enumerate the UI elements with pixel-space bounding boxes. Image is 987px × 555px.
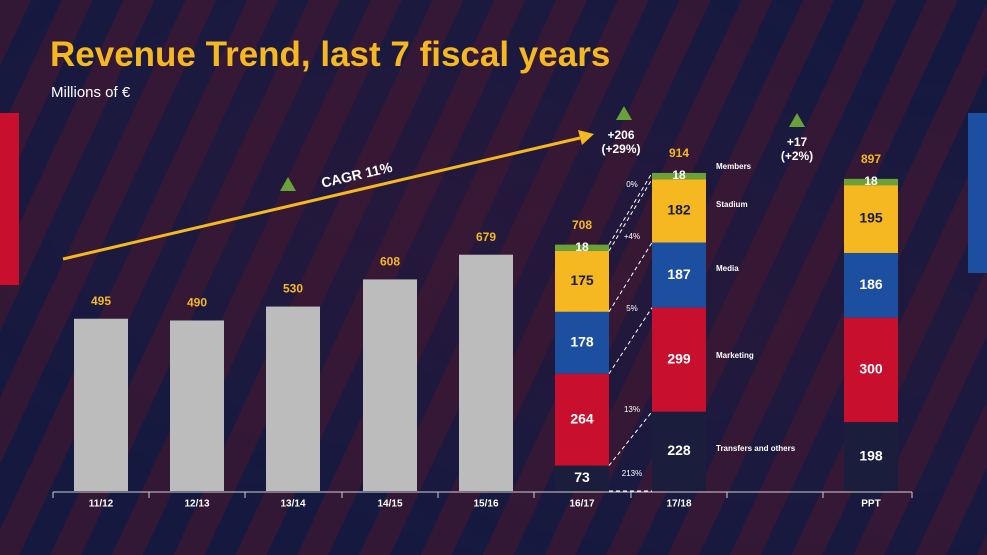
x-tick-label-13-14: 13/14: [280, 499, 305, 510]
segment-16-17-marketing: [555, 373, 609, 466]
segment-17-18-stadium: [652, 179, 706, 243]
legend-marketing: Marketing: [716, 351, 754, 360]
value-label-14-15: 608: [380, 255, 400, 269]
x-tick-label-16-17: 16/17: [569, 499, 594, 510]
cagr-arrow-head: [578, 130, 594, 145]
segment-label-16-17-stadium: 175: [570, 272, 594, 288]
delta-ppt-value: +17: [787, 135, 808, 149]
segment-label-ppt-media: 186: [859, 276, 883, 292]
segment-label-17-18-transfers-and-others: 228: [667, 442, 691, 458]
connector-line: [608, 411, 653, 466]
value-label-13-14: 530: [283, 282, 303, 296]
segment-label-16-17-media: 178: [570, 333, 594, 349]
segment-16-17-transfers-and-others: [555, 465, 609, 491]
value-label-12-13: 490: [187, 296, 207, 310]
segment-label-17-18-stadium: 182: [667, 202, 691, 218]
value-label-11-12: 495: [91, 294, 111, 308]
segment-ppt-transfers-and-others: [844, 422, 898, 491]
legend-stadium: Stadium: [716, 200, 748, 209]
legend-transfers-and-others: Transfers and others: [716, 444, 796, 453]
value-label-15-16: 679: [476, 230, 496, 244]
segment-label-16-17-marketing: 264: [570, 410, 594, 426]
x-tick-label-ppt: PPT: [861, 499, 880, 510]
growth-triangle-icon: [280, 177, 296, 191]
segment-label-ppt-transfers-and-others: 198: [859, 447, 883, 463]
segment-label-16-17-members: 18: [575, 240, 589, 254]
bar-11-12: [74, 318, 128, 491]
growth-label-marketing: 13%: [624, 405, 640, 414]
segment-16-17-members: [555, 244, 609, 251]
cagr-label: CAGR 11%: [320, 159, 395, 191]
x-tick-label-12-13: 12/13: [184, 499, 209, 510]
chart-subtitle: Millions of €: [51, 84, 131, 101]
right-accent-bar: [968, 113, 987, 273]
bar-14-15: [363, 279, 417, 491]
segment-17-18-marketing: [652, 307, 706, 412]
segment-label-ppt-marketing: 300: [859, 361, 883, 377]
segment-label-16-17-transfers-and-others: 73: [574, 469, 590, 485]
segment-label-17-18-members: 18: [672, 168, 686, 182]
x-tick-label-14-15: 14/15: [377, 499, 402, 510]
delta-1718-percent: (+29%): [601, 142, 640, 156]
connector-line: [608, 242, 653, 313]
growth-label-media: 5%: [626, 304, 638, 313]
segment-17-18-transfers-and-others: [652, 411, 706, 491]
growth-label-stadium: +4%: [624, 232, 640, 241]
growth-triangle-icon: [616, 106, 632, 120]
x-tick-label-17-18: 17/18: [666, 499, 691, 510]
segment-16-17-stadium: [555, 250, 609, 312]
segment-ppt-members: [844, 178, 898, 186]
legend-media: Media: [716, 264, 739, 273]
segment-ppt-stadium: [844, 185, 898, 253]
segment-ppt-marketing: [844, 317, 898, 423]
connector-line: [608, 307, 653, 374]
x-tick-label-11-12: 11/12: [89, 499, 114, 510]
cagr-arrow-line: [62, 136, 581, 261]
growth-triangle-icon: [789, 113, 805, 127]
bar-12-13: [170, 320, 224, 491]
delta-1718-value: +206: [607, 128, 634, 142]
chart-title: Revenue Trend, last 7 fiscal years: [50, 35, 611, 74]
segment-label-ppt-stadium: 195: [859, 210, 883, 226]
total-label-16-17: 708: [572, 218, 592, 232]
growth-label-members: 0%: [626, 180, 638, 189]
left-accent-bar: [0, 113, 19, 285]
total-label-17-18: 914: [669, 146, 689, 160]
segment-16-17-media: [555, 311, 609, 374]
growth-label-transfers-and-others: 213%: [622, 469, 642, 478]
segment-17-18-media: [652, 242, 706, 308]
bar-13-14: [266, 306, 320, 491]
x-tick-label-15-16: 15/16: [473, 499, 498, 510]
delta-ppt-percent: (+2%): [781, 149, 813, 163]
legend-members: Members: [716, 162, 752, 171]
segment-ppt-media: [844, 252, 898, 318]
segment-17-18-members: [652, 172, 706, 180]
bar-15-16: [459, 254, 513, 491]
total-label-ppt: 897: [861, 152, 881, 166]
segment-label-17-18-marketing: 299: [667, 350, 691, 366]
segment-label-17-18-media: 187: [667, 266, 691, 282]
segment-label-ppt-members: 18: [864, 174, 878, 188]
